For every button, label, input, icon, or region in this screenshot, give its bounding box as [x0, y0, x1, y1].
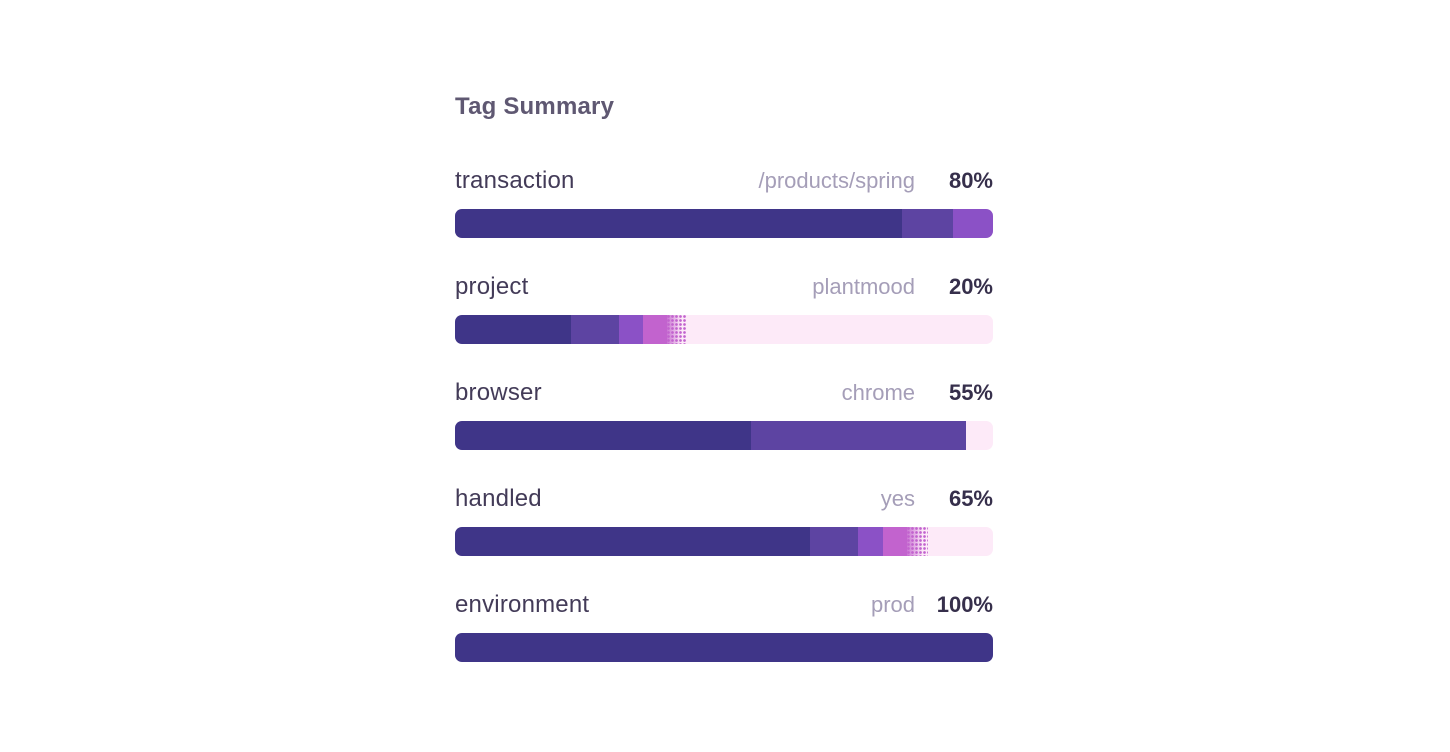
tag-top-value: /products/spring — [758, 168, 915, 193]
bar-segment-deep — [455, 633, 993, 662]
tag-percent: 100% — [936, 592, 993, 617]
tag-row-environment: environment prod 100% — [455, 591, 993, 662]
tag-distribution-bar — [455, 527, 993, 556]
tag-summary-panel: Tag Summary transaction /products/spring… — [455, 93, 993, 697]
bar-segment-dots — [667, 315, 687, 344]
tag-percent: 65% — [948, 486, 993, 511]
tag-row-head: environment prod 100% — [455, 591, 993, 619]
tag-distribution-bar — [455, 421, 993, 450]
tag-row-project: project plantmood 20% — [455, 273, 993, 344]
tag-top-value: prod — [870, 592, 915, 617]
tag-row-head: handled yes 65% — [455, 485, 993, 513]
bar-segment-mid — [901, 209, 953, 238]
bar-segment-deep — [455, 209, 902, 238]
tag-row-handled: handled yes 65% — [455, 485, 993, 556]
tag-row-transaction: transaction /products/spring 80% — [455, 167, 993, 238]
tag-label: project — [455, 273, 529, 300]
tag-distribution-bar — [455, 315, 993, 344]
bar-segment-orchid — [882, 527, 907, 556]
tag-row-head: browser chrome 55% — [455, 379, 993, 407]
tag-percent: 80% — [948, 168, 993, 193]
tag-percent: 20% — [948, 274, 993, 299]
bar-segment-mid — [570, 315, 620, 344]
tag-top-value: yes — [880, 486, 915, 511]
bar-segment-deep — [455, 421, 751, 450]
tag-row-browser: browser chrome 55% — [455, 379, 993, 450]
bar-segment-deep — [455, 527, 811, 556]
bar-segment-violet — [619, 315, 644, 344]
tag-row-head: transaction /products/spring 80% — [455, 167, 993, 195]
tag-distribution-bar — [455, 633, 993, 662]
tag-label: browser — [455, 379, 542, 406]
tag-row-head: project plantmood 20% — [455, 273, 993, 301]
tag-label: environment — [455, 591, 590, 618]
bar-segment-violet — [858, 527, 883, 556]
bar-segment-orchid — [643, 315, 668, 344]
tag-top-value: plantmood — [812, 274, 915, 299]
tag-distribution-bar — [455, 209, 993, 238]
tag-label: transaction — [455, 167, 575, 194]
tag-label: handled — [455, 485, 542, 512]
tag-top-value: chrome — [841, 380, 915, 405]
bar-segment-dots — [906, 527, 929, 556]
bar-segment-mid — [810, 527, 859, 556]
bar-segment-deep — [455, 315, 571, 344]
bar-segment-mid — [750, 421, 967, 450]
tag-percent: 55% — [948, 380, 993, 405]
bar-segment-violet — [952, 209, 993, 238]
panel-title: Tag Summary — [455, 93, 615, 120]
